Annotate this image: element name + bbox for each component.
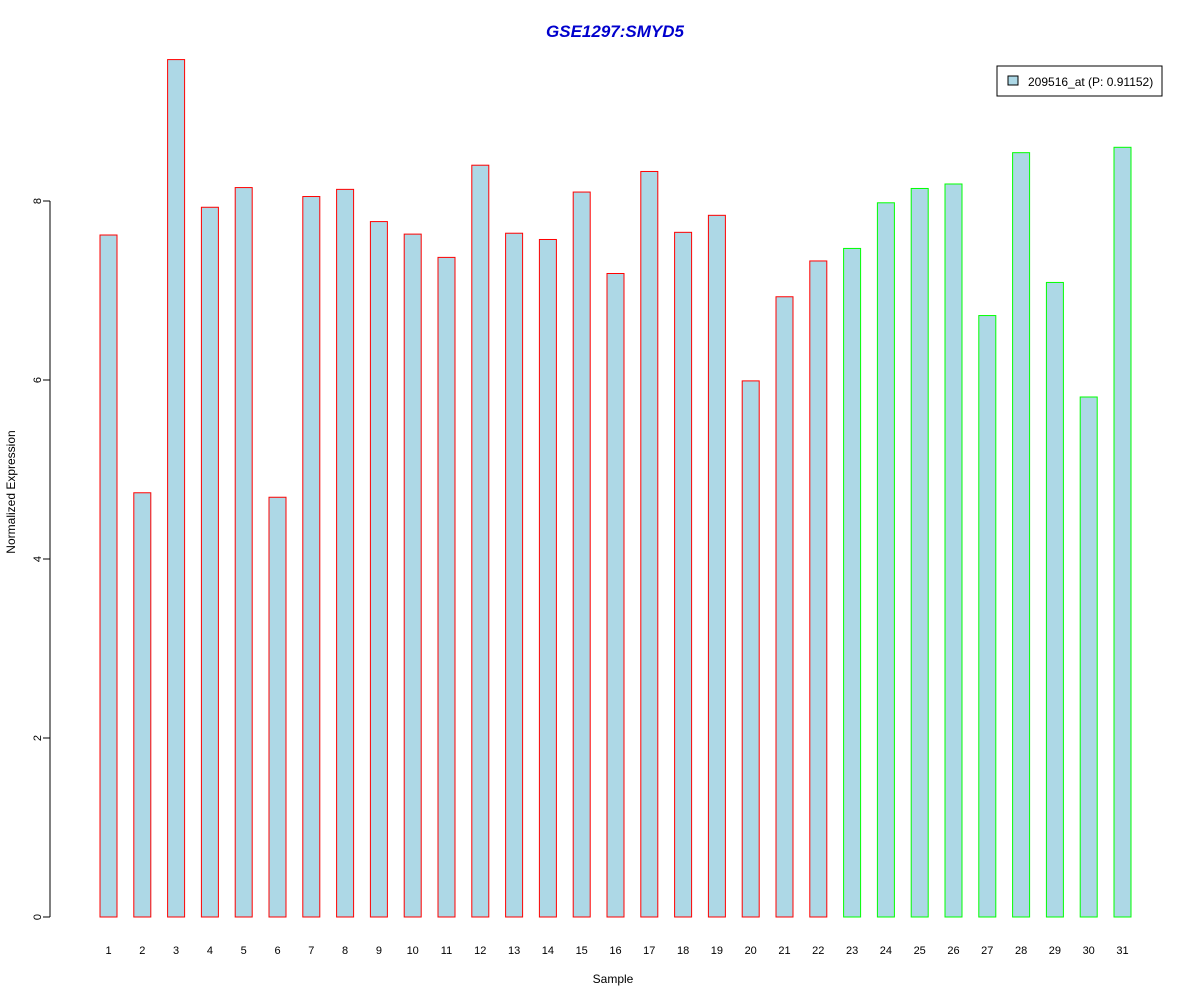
y-tick-label: 6 [32, 377, 44, 383]
x-tick-label: 21 [778, 945, 790, 957]
bar-sample-12 [471, 164, 490, 918]
bar-sample-5 [234, 187, 253, 918]
x-tick-label: 1 [105, 945, 111, 957]
bar-sample-28 [1012, 152, 1031, 918]
legend-label: 209516_at (P: 0.91152) [1028, 75, 1153, 89]
bar-sample-3 [167, 59, 186, 918]
legend-swatch [1007, 75, 1019, 86]
bar-sample-7 [302, 196, 321, 918]
x-tick-label: 13 [508, 945, 520, 957]
x-tick-label: 22 [812, 945, 824, 957]
bar-sample-25 [910, 187, 929, 918]
bar-sample-17 [640, 170, 659, 918]
x-tick-label: 26 [947, 945, 959, 957]
x-tick-label: 15 [576, 945, 588, 957]
bar-sample-4 [200, 206, 219, 918]
x-tick-label: 19 [711, 945, 723, 957]
bar-sample-27 [978, 315, 997, 918]
bar-sample-13 [505, 232, 524, 918]
bar-sample-6 [268, 496, 287, 918]
x-tick-label: 11 [441, 945, 452, 957]
x-tick-label: 24 [880, 945, 892, 957]
x-tick-label: 14 [542, 945, 554, 957]
bar-group [99, 59, 1132, 918]
bar-sample-8 [336, 188, 355, 918]
x-tick-label: 9 [376, 945, 382, 957]
x-tick-label: 3 [173, 945, 179, 957]
bar-sample-30 [1079, 396, 1098, 918]
x-tick-label: 25 [914, 945, 926, 957]
x-tick-label: 4 [207, 945, 213, 957]
bar-sample-22 [809, 260, 828, 918]
x-tick-label: 30 [1083, 945, 1095, 957]
x-tick-label: 7 [308, 945, 314, 957]
x-tick-label: 10 [407, 945, 419, 957]
legend: 209516_at (P: 0.91152) [996, 65, 1163, 97]
x-tick-label: 23 [846, 945, 858, 957]
x-tick-label: 6 [274, 945, 280, 957]
x-tick-label: 17 [643, 945, 655, 957]
bar-sample-9 [369, 221, 388, 918]
legend-box [996, 65, 1163, 97]
chart-title: GSE1297:SMYD5 [546, 22, 684, 41]
x-tick-label: 8 [342, 945, 348, 957]
bar-sample-15 [572, 191, 591, 918]
y-tick-label: 0 [32, 914, 44, 920]
x-tick-label: 18 [677, 945, 689, 957]
bar-sample-18 [674, 231, 693, 918]
bar-sample-14 [538, 238, 557, 918]
y-axis-title: Normalized Expression [4, 430, 18, 553]
x-tick-label: 27 [981, 945, 993, 957]
bar-sample-1 [99, 234, 118, 918]
x-tick-label: 28 [1015, 945, 1027, 957]
x-tick-label: 16 [609, 945, 621, 957]
bar-sample-31 [1113, 146, 1132, 918]
x-tick-label: 31 [1116, 945, 1128, 957]
x-axis-title: Sample [593, 972, 634, 986]
bar-sample-21 [775, 296, 794, 918]
bar-sample-10 [403, 233, 422, 918]
bar-sample-29 [1045, 281, 1064, 918]
y-tick-label: 4 [32, 556, 44, 562]
bar-sample-26 [944, 183, 963, 918]
y-tick-label: 2 [32, 735, 44, 741]
bar-sample-23 [843, 247, 862, 918]
x-tick-label: 12 [474, 945, 486, 957]
bar-sample-24 [876, 202, 895, 918]
x-tick-label: 20 [745, 945, 757, 957]
y-tick-label: 8 [32, 198, 44, 204]
x-axis: 1 2 3 4 5 6 7 8 9 10 11 12 13 14 15 16 17 18 19 20 21 22 23 24 2… [105, 945, 1128, 957]
x-tick-label: 29 [1049, 945, 1061, 957]
bar-sample-16 [606, 272, 625, 918]
bar-sample-11 [437, 256, 456, 918]
bar-sample-2 [133, 492, 152, 918]
y-axis: 0 2 4 6 8 [32, 198, 51, 920]
bar-sample-19 [707, 214, 726, 918]
bar-sample-20 [741, 380, 760, 918]
x-tick-label: 2 [139, 945, 145, 957]
x-tick-label: 5 [241, 945, 247, 957]
